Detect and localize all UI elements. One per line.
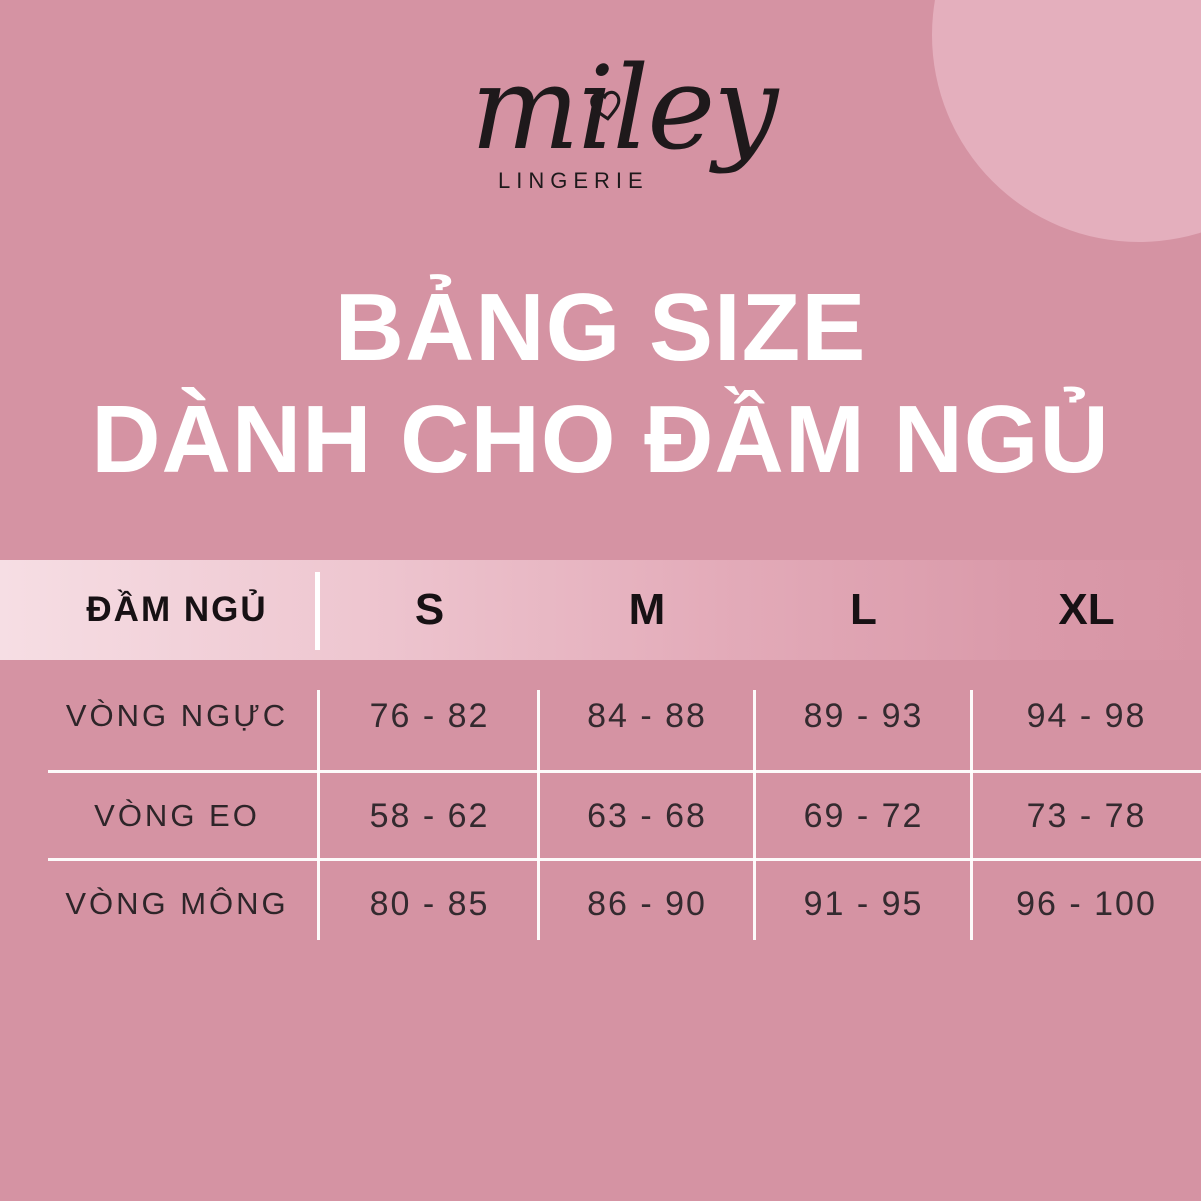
grid-vline	[537, 690, 540, 940]
bust-l: 89 - 93	[803, 696, 924, 735]
grid-vline	[317, 690, 320, 940]
brand-subtitle: LINGERIE	[498, 168, 649, 193]
size-table-header-row: ĐẦM NGỦ S M L XL	[0, 560, 1201, 660]
table-row-bust: VÒNG NGỰC 76 - 82 84 - 88 89 - 93 94 - 9…	[0, 660, 1201, 772]
header-product-label: ĐẦM NGỦ	[86, 590, 268, 629]
title-line-1: BẢNG SIZE	[334, 274, 867, 381]
bust-m: 84 - 88	[587, 696, 707, 735]
table-row-hip: VÒNG MÔNG 80 - 85 86 - 90 91 - 95 96 - 1…	[0, 860, 1201, 948]
page-title: BẢNG SIZE DÀNH CHO ĐẦM NGỦ	[0, 272, 1201, 496]
waist-xl: 73 - 78	[1026, 796, 1147, 835]
title-line-2: DÀNH CHO ĐẦM NGỦ	[91, 386, 1110, 493]
waist-l: 69 - 72	[803, 796, 924, 835]
grid-vline	[970, 690, 973, 940]
header-size-l: L	[850, 585, 877, 634]
row-label: VÒNG MÔNG	[65, 886, 289, 921]
bust-s: 76 - 82	[369, 696, 490, 735]
row-label: VÒNG EO	[94, 798, 260, 833]
grid-hline	[48, 858, 1201, 861]
hip-m: 86 - 90	[587, 884, 707, 923]
table-row-waist: VÒNG EO 58 - 62 63 - 68 69 - 72 73 - 78	[0, 772, 1201, 860]
header-size-s: S	[414, 585, 445, 634]
hip-xl: 96 - 100	[1016, 884, 1157, 923]
row-label: VÒNG NGỰC	[65, 698, 289, 733]
header-size-xl: XL	[1058, 585, 1115, 634]
bust-xl: 94 - 98	[1026, 696, 1147, 735]
grid-hline	[48, 770, 1201, 773]
grid-vline	[753, 690, 756, 940]
heart-icon	[581, 81, 631, 131]
waist-s: 58 - 62	[369, 796, 490, 835]
hip-s: 80 - 85	[369, 884, 490, 923]
header-size-m: M	[628, 585, 666, 634]
hip-l: 91 - 95	[803, 884, 924, 923]
brand-name: miley	[470, 42, 779, 176]
header-divider-bar	[315, 572, 320, 650]
waist-m: 63 - 68	[587, 796, 707, 835]
